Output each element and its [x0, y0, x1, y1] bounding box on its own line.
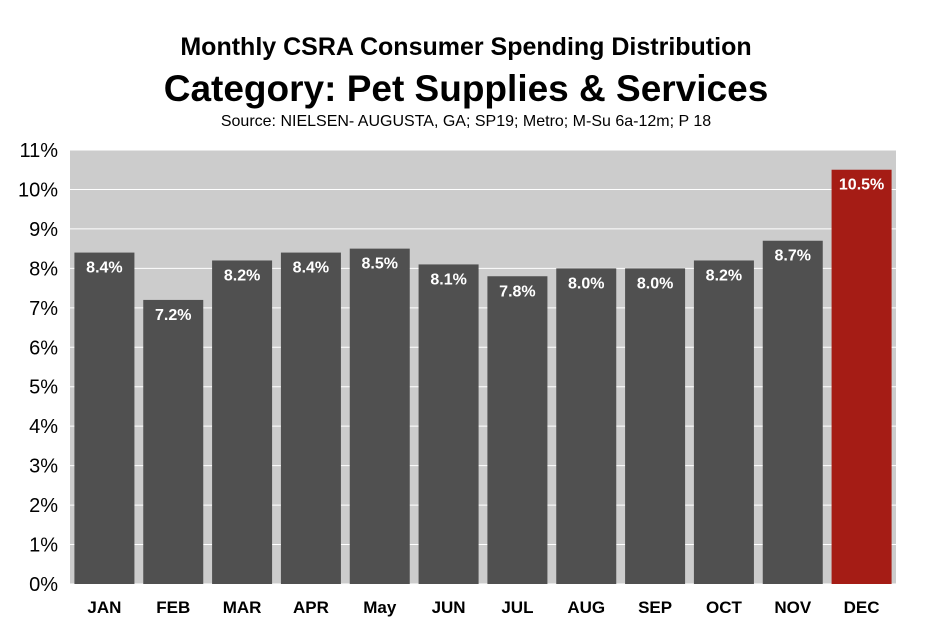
data-labels: 8.4% 7.2% 8.2% 8.4% 8.5% 8.1% 7.8% 8.0% 8.0% 8.2%… — [86, 177, 884, 324]
y-tick-label: 3% — [29, 456, 58, 478]
plot-area — [70, 150, 896, 584]
y-tick-label: 10% — [18, 179, 58, 201]
bar-oct — [693, 260, 754, 584]
data-label: 8.0% — [637, 275, 673, 292]
data-label: 8.0% — [568, 275, 604, 292]
bar-jun — [418, 264, 479, 584]
y-tick-label: 4% — [29, 416, 58, 438]
x-axis-labels: JAN FEB MAR APR May JUN JUL AUG SEP OCT NOV DEC — [87, 598, 879, 617]
bar-jan — [74, 252, 135, 584]
data-label: 8.4% — [293, 260, 329, 277]
bar-nov — [762, 240, 823, 584]
x-tick-label: SEP — [638, 598, 672, 617]
y-tick-label: 8% — [29, 258, 58, 280]
x-tick-label: JAN — [87, 598, 121, 617]
x-tick-label: DEC — [844, 598, 880, 617]
y-tick-label: 6% — [29, 337, 58, 359]
bar-feb — [143, 299, 204, 584]
y-tick-label: 9% — [29, 219, 58, 241]
bar-dec — [831, 169, 892, 584]
bar-apr — [280, 252, 341, 584]
y-tick-label: 5% — [29, 377, 58, 399]
data-label: 10.5% — [839, 177, 884, 194]
x-tick-label: OCT — [706, 598, 743, 617]
bar-jul — [487, 276, 548, 584]
x-tick-label: May — [363, 598, 397, 617]
y-tick-label: 2% — [29, 495, 58, 517]
y-tick-label: 1% — [29, 535, 58, 557]
bar-aug — [556, 268, 617, 584]
y-tick-label: 11% — [19, 140, 58, 162]
data-label: 8.2% — [706, 267, 742, 284]
x-tick-label: MAR — [223, 598, 262, 617]
x-tick-label: JUL — [501, 598, 533, 617]
y-axis-labels: 0% 1% 2% 3% 4% 5% 6% 7% 8% 9% 10% 11% — [18, 140, 58, 596]
data-label: 7.8% — [499, 283, 535, 300]
x-tick-label: JUN — [432, 598, 466, 617]
x-tick-label: AUG — [567, 598, 605, 617]
x-tick-label: APR — [293, 598, 329, 617]
data-label: 8.5% — [362, 256, 398, 273]
bar-sep — [625, 268, 686, 584]
chart-title: Monthly CSRA Consumer Spending Distribut… — [180, 33, 752, 61]
x-tick-label: FEB — [156, 598, 190, 617]
bar-may — [349, 248, 410, 585]
data-label: 8.1% — [430, 271, 466, 288]
bar-mar — [212, 260, 273, 584]
chart-source: Source: NIELSEN- AUGUSTA, GA; SP19; Metr… — [220, 113, 712, 130]
y-tick-label: 7% — [29, 298, 58, 320]
y-tick-label: 0% — [29, 574, 58, 596]
data-label: 7.2% — [155, 307, 191, 324]
data-label: 8.4% — [86, 260, 122, 277]
data-label: 8.7% — [775, 248, 811, 265]
x-tick-label: NOV — [774, 598, 812, 617]
chart-subtitle: Category: Pet Supplies & Services — [163, 68, 769, 109]
gridlines — [70, 149, 896, 585]
bars — [74, 169, 892, 585]
data-label: 8.2% — [224, 267, 260, 284]
